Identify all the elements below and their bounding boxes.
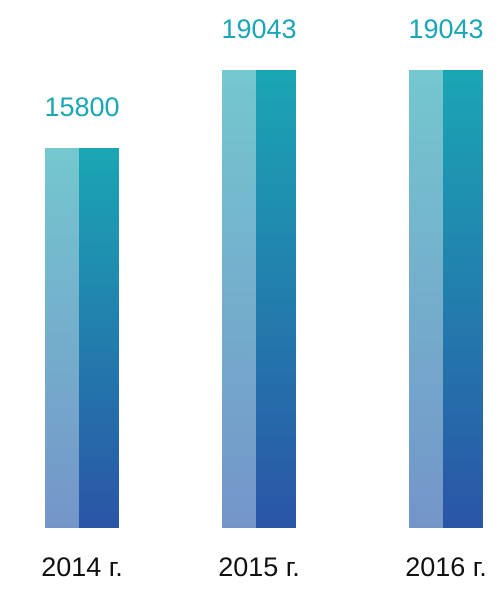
value-label-2014: 15800	[44, 92, 119, 122]
value-label-2015: 19043	[221, 14, 296, 44]
bar-2014-light-half	[45, 147, 82, 528]
category-label-2016: 2016 г.	[405, 552, 487, 582]
bar-2015: 19043 2015 г.	[218, 14, 300, 582]
bar-2014-dark-half	[79, 147, 119, 528]
bar-2015-light-half	[222, 70, 259, 528]
bar-2014: 15800 2014 г.	[41, 92, 123, 582]
bar-2016: 19043 2016 г.	[405, 14, 487, 582]
value-label-2016: 19043	[408, 14, 483, 44]
category-label-2014: 2014 г.	[41, 552, 123, 582]
bar-2015-dark-half	[256, 70, 296, 528]
category-label-2015: 2015 г.	[218, 552, 300, 582]
bar-2016-light-half	[409, 70, 446, 528]
bar-2016-dark-half	[443, 70, 483, 528]
